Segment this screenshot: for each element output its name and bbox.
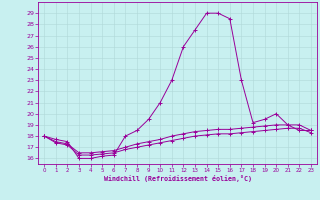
X-axis label: Windchill (Refroidissement éolien,°C): Windchill (Refroidissement éolien,°C) [104,175,252,182]
